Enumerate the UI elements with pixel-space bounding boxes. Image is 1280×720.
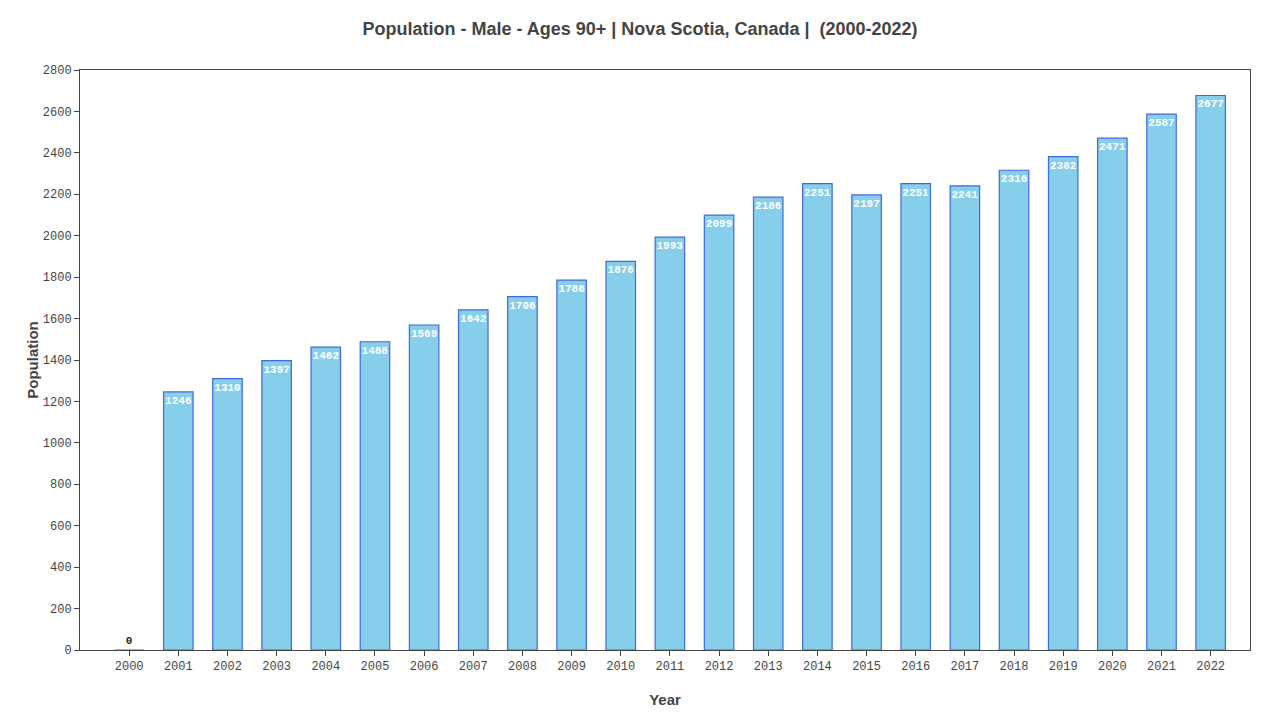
svg-text:1600: 1600	[43, 313, 72, 327]
svg-text:2002: 2002	[213, 660, 242, 674]
svg-text:2382: 2382	[1050, 160, 1076, 172]
svg-text:1800: 1800	[43, 271, 72, 285]
svg-text:1706: 1706	[509, 300, 535, 312]
svg-text:1397: 1397	[263, 364, 289, 376]
svg-text:0: 0	[64, 644, 71, 658]
svg-text:2587: 2587	[1148, 117, 1174, 129]
svg-text:2186: 2186	[755, 200, 781, 212]
svg-text:1000: 1000	[43, 437, 72, 451]
svg-text:2004: 2004	[311, 660, 340, 674]
svg-text:1310: 1310	[214, 382, 240, 394]
svg-text:2010: 2010	[606, 660, 635, 674]
svg-text:2006: 2006	[410, 660, 439, 674]
svg-text:2400: 2400	[43, 147, 72, 161]
svg-text:1200: 1200	[43, 396, 72, 410]
svg-text:1400: 1400	[43, 354, 72, 368]
svg-text:2241: 2241	[951, 189, 978, 201]
svg-text:2471: 2471	[1099, 141, 1126, 153]
svg-text:1569: 1569	[411, 328, 437, 340]
svg-text:2099: 2099	[706, 218, 732, 230]
svg-text:2003: 2003	[262, 660, 291, 674]
svg-text:Population - Male - Ages 90+ |: Population - Male - Ages 90+ | Nova Scot…	[362, 19, 917, 39]
svg-text:2015: 2015	[852, 660, 881, 674]
svg-text:2018: 2018	[1000, 660, 1029, 674]
svg-text:400: 400	[50, 561, 72, 575]
svg-text:2012: 2012	[705, 660, 734, 674]
svg-text:2020: 2020	[1098, 660, 1127, 674]
svg-text:2001: 2001	[164, 660, 193, 674]
svg-text:0: 0	[126, 635, 133, 647]
svg-text:2022: 2022	[1196, 660, 1225, 674]
svg-text:1786: 1786	[558, 283, 584, 295]
svg-text:2008: 2008	[508, 660, 537, 674]
svg-text:2013: 2013	[754, 660, 783, 674]
svg-text:1246: 1246	[165, 395, 191, 407]
svg-text:2019: 2019	[1049, 660, 1078, 674]
svg-text:2251: 2251	[804, 187, 831, 199]
svg-text:2007: 2007	[459, 660, 488, 674]
svg-text:Population: Population	[24, 321, 41, 399]
svg-text:200: 200	[50, 603, 72, 617]
svg-text:600: 600	[50, 520, 72, 534]
svg-text:2000: 2000	[115, 660, 144, 674]
svg-text:2316: 2316	[1001, 173, 1027, 185]
svg-text:2677: 2677	[1197, 98, 1223, 110]
svg-text:1876: 1876	[608, 264, 634, 276]
svg-text:2600: 2600	[43, 106, 72, 120]
svg-text:800: 800	[50, 478, 72, 492]
svg-text:2005: 2005	[361, 660, 390, 674]
svg-text:2017: 2017	[950, 660, 979, 674]
svg-text:1642: 1642	[460, 313, 486, 325]
svg-text:1993: 1993	[657, 240, 684, 252]
svg-text:1462: 1462	[313, 350, 339, 362]
svg-text:2000: 2000	[43, 230, 72, 244]
svg-text:2021: 2021	[1147, 660, 1176, 674]
svg-text:2014: 2014	[803, 660, 832, 674]
svg-text:2200: 2200	[43, 188, 72, 202]
svg-text:1488: 1488	[362, 345, 389, 357]
svg-text:2011: 2011	[656, 660, 685, 674]
svg-text:2251: 2251	[902, 187, 929, 199]
svg-text:2197: 2197	[853, 198, 879, 210]
svg-text:Year: Year	[649, 691, 681, 708]
svg-text:2800: 2800	[43, 64, 72, 78]
svg-text:2016: 2016	[901, 660, 930, 674]
svg-text:2009: 2009	[557, 660, 586, 674]
